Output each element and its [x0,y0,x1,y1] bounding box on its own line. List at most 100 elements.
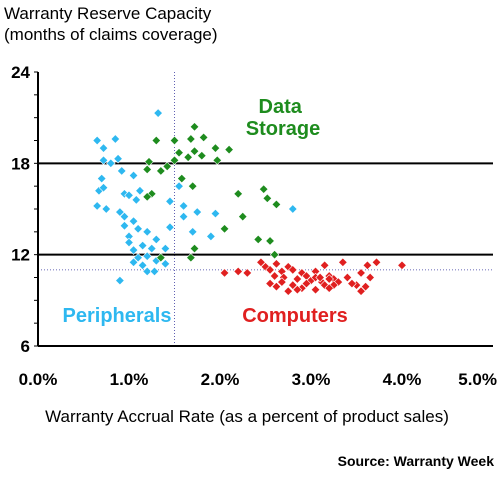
data-points [92,108,407,296]
point-computers [324,283,334,293]
point-data-storage [271,199,282,210]
point-computers [397,260,407,271]
y-tick-label: 6 [21,337,30,356]
point-peripherals [192,207,202,217]
point-peripherals [137,260,148,271]
plot-background [38,72,493,346]
point-computers [365,272,375,283]
point-peripherals [116,166,127,176]
point-computers [371,257,382,268]
point-data-storage [219,224,230,234]
point-peripherals [178,201,189,211]
point-computers [233,266,243,277]
point-data-storage [189,122,200,132]
point-data-storage [174,147,184,158]
point-data-storage [253,234,263,245]
point-computers [292,284,303,295]
point-data-storage [189,243,200,254]
point-peripherals [128,245,139,255]
point-data-storage [151,135,162,146]
point-data-storage [224,144,234,155]
x-tick-label: 4.0% [383,370,422,389]
point-peripherals [142,227,152,237]
series-label-computers: Computers [242,305,348,327]
series-label-data-storage-line2: Storage [246,118,320,140]
point-computers [342,272,353,283]
y-tick-label: 12 [11,246,30,265]
point-peripherals [98,155,109,166]
point-computers [277,277,287,287]
x-tick-label: 0.0% [19,370,58,389]
point-peripherals [98,143,109,153]
point-data-storage [198,132,209,143]
point-computers [310,284,321,295]
point-computers [292,274,303,284]
x-tick-label: 1.0% [110,370,149,389]
point-peripherals [288,204,298,214]
x-tick-label: 3.0% [292,370,331,389]
point-computers [269,271,280,281]
point-peripherals [142,251,152,261]
point-peripherals [133,252,143,263]
point-peripherals [101,204,111,214]
point-peripherals [119,211,130,222]
point-peripherals [124,190,134,201]
x-axis-label: Warranty Accrual Rate (as a percent of p… [45,407,449,426]
point-peripherals [151,234,162,245]
point-data-storage [142,192,152,202]
point-computers [315,272,325,283]
point-peripherals [210,208,221,219]
y-tick-label: 18 [11,154,30,173]
point-data-storage [162,161,172,172]
point-peripherals [153,108,163,118]
point-peripherals [137,240,148,251]
point-data-storage [177,173,187,184]
point-peripherals [128,170,139,181]
point-peripherals [187,227,198,237]
point-peripherals [206,231,216,242]
point-computers [256,257,266,268]
point-data-storage [186,134,196,144]
point-peripherals [160,243,171,254]
point-peripherals [165,196,175,207]
point-peripherals [131,195,142,205]
x-axis-ticks: 0.0% 1.0% 2.0% 3.0% 4.0% 5.0% [19,370,497,389]
point-peripherals [147,243,157,254]
point-peripherals [142,266,152,277]
point-data-storage [262,193,273,204]
point-computers [265,265,275,275]
source-note: Source: Warranty Week [338,453,495,469]
point-peripherals [128,216,139,226]
point-computers [319,280,330,290]
point-computers [319,260,330,271]
point-peripherals [135,186,145,196]
point-peripherals [113,154,123,164]
point-data-storage [142,164,152,175]
point-computers [356,268,366,278]
point-peripherals [92,135,102,146]
point-data-storage [144,157,154,167]
point-computers [297,268,307,278]
point-data-storage [265,236,275,246]
y-tick-label: 24 [11,63,30,82]
point-data-storage [212,155,222,166]
point-data-storage [186,252,196,263]
point-computers [242,268,253,278]
point-peripherals [96,173,107,184]
point-peripherals [160,259,171,269]
point-data-storage [187,181,198,191]
point-computers [362,260,373,271]
point-data-storage [189,146,200,156]
point-peripherals [110,134,121,144]
point-data-storage [156,166,166,176]
point-peripherals [133,224,143,234]
point-peripherals [98,182,109,193]
point-data-storage [233,189,243,199]
point-peripherals [149,266,160,277]
point-computers [338,257,348,268]
point-computers [324,274,334,284]
point-computers [283,286,293,296]
point-peripherals [178,211,189,222]
point-peripherals [174,181,184,191]
